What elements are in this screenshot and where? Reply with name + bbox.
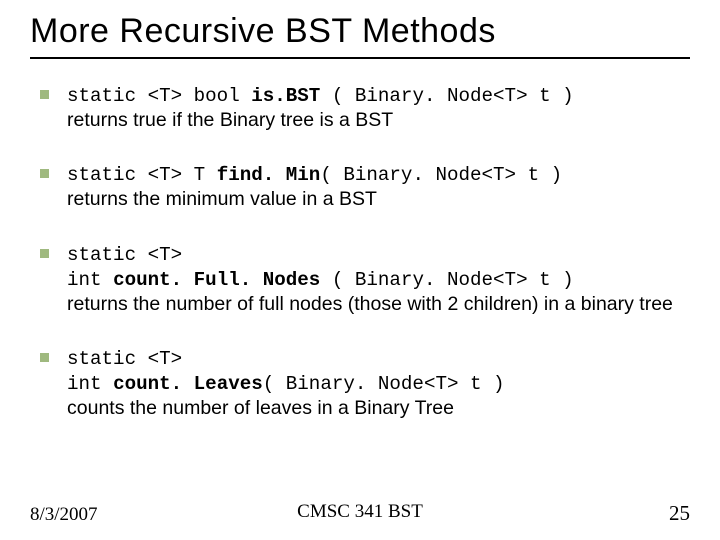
code-prefix: int	[67, 373, 113, 395]
slide-title: More Recursive BST Methods	[30, 12, 690, 51]
footer-page-number: 25	[669, 501, 690, 526]
code-prefix: static <T> bool	[67, 85, 251, 107]
item-desc: returns the number of full nodes (those …	[67, 293, 673, 315]
code-bold: count. Full. Nodes	[113, 269, 320, 291]
code-suffix: ( Binary. Node<T> t )	[320, 85, 573, 107]
code-bold: count. Leaves	[113, 373, 263, 395]
code-prefix: static <T> T	[67, 164, 217, 186]
code-line1: static <T>	[67, 348, 182, 370]
slide-footer: 8/3/2007 CMSC 341 BST 25	[30, 501, 690, 526]
bullet-icon	[40, 353, 49, 362]
code-prefix: int	[67, 269, 113, 291]
bullet-list: static <T> bool is.BST ( Binary. Node<T>…	[30, 83, 690, 421]
bullet-icon	[40, 90, 49, 99]
bullet-icon	[40, 169, 49, 178]
item-text: static <T> int count. Full. Nodes ( Bina…	[67, 242, 673, 316]
title-underline	[30, 57, 690, 59]
item-text: static <T> bool is.BST ( Binary. Node<T>…	[67, 83, 574, 132]
item-text: static <T> T find. Min( Binary. Node<T> …	[67, 162, 562, 211]
code-bold: is.BST	[251, 85, 320, 107]
item-desc: returns true if the Binary tree is a BST	[67, 109, 393, 131]
code-suffix: ( Binary. Node<T> t )	[320, 269, 573, 291]
code-suffix: ( Binary. Node<T> t )	[263, 373, 505, 395]
code-bold: find. Min	[217, 164, 321, 186]
item-desc: returns the minimum value in a BST	[67, 188, 377, 210]
code-suffix: ( Binary. Node<T> t )	[320, 164, 562, 186]
footer-date: 8/3/2007	[30, 504, 98, 526]
list-item: static <T> int count. Full. Nodes ( Bina…	[40, 242, 690, 316]
item-desc: counts the number of leaves in a Binary …	[67, 397, 454, 419]
list-item: static <T> int count. Leaves( Binary. No…	[40, 346, 690, 420]
list-item: static <T> T find. Min( Binary. Node<T> …	[40, 162, 690, 211]
item-text: static <T> int count. Leaves( Binary. No…	[67, 346, 505, 420]
list-item: static <T> bool is.BST ( Binary. Node<T>…	[40, 83, 690, 132]
footer-course: CMSC 341 BST	[297, 501, 423, 523]
code-line1: static <T>	[67, 244, 182, 266]
bullet-icon	[40, 249, 49, 258]
